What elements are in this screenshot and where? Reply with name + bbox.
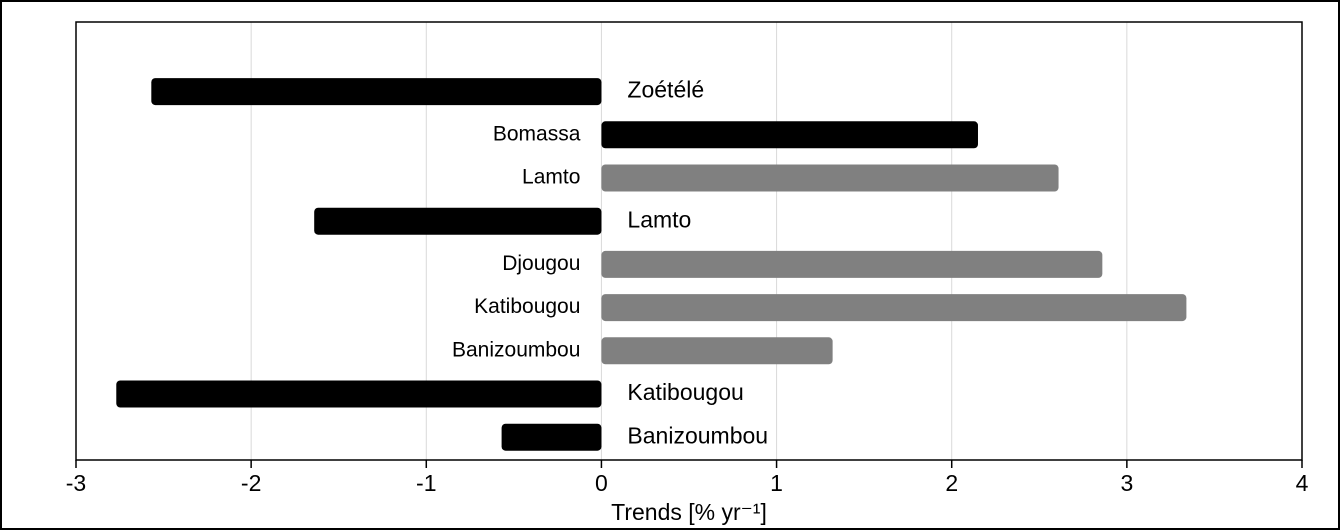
bar-label: Zoétélé xyxy=(627,77,704,103)
bar-label: Banizoumbou xyxy=(452,338,580,361)
bar xyxy=(116,380,602,408)
bar-label: Lamto xyxy=(522,166,580,189)
bar-label: Lamto xyxy=(627,206,691,232)
bar xyxy=(601,294,1187,322)
bar xyxy=(314,207,602,235)
bar-label: Banizoumbou xyxy=(627,422,768,448)
x-tick-label: 4 xyxy=(1296,470,1309,496)
bar-label: Djougou xyxy=(502,252,580,275)
plot-frame xyxy=(75,21,1303,461)
x-tick-label: -3 xyxy=(66,470,86,496)
bar xyxy=(601,164,1059,192)
x-tick-label: 0 xyxy=(595,470,608,496)
bar-label: Bomassa xyxy=(493,122,581,145)
x-axis-label: Trends [% yr⁻¹] xyxy=(611,499,767,525)
x-tick-label: -2 xyxy=(241,470,261,496)
x-tick-label: 1 xyxy=(770,470,783,496)
bar xyxy=(501,423,602,451)
x-tick-label: -1 xyxy=(416,470,436,496)
bar xyxy=(601,121,978,149)
bar xyxy=(601,337,833,365)
bar-label: Katibougou xyxy=(474,295,580,318)
bar xyxy=(151,78,602,106)
bar xyxy=(601,250,1103,278)
x-tick-label: 3 xyxy=(1120,470,1133,496)
x-tick-label: 2 xyxy=(945,470,958,496)
bar-label: Katibougou xyxy=(627,379,743,405)
